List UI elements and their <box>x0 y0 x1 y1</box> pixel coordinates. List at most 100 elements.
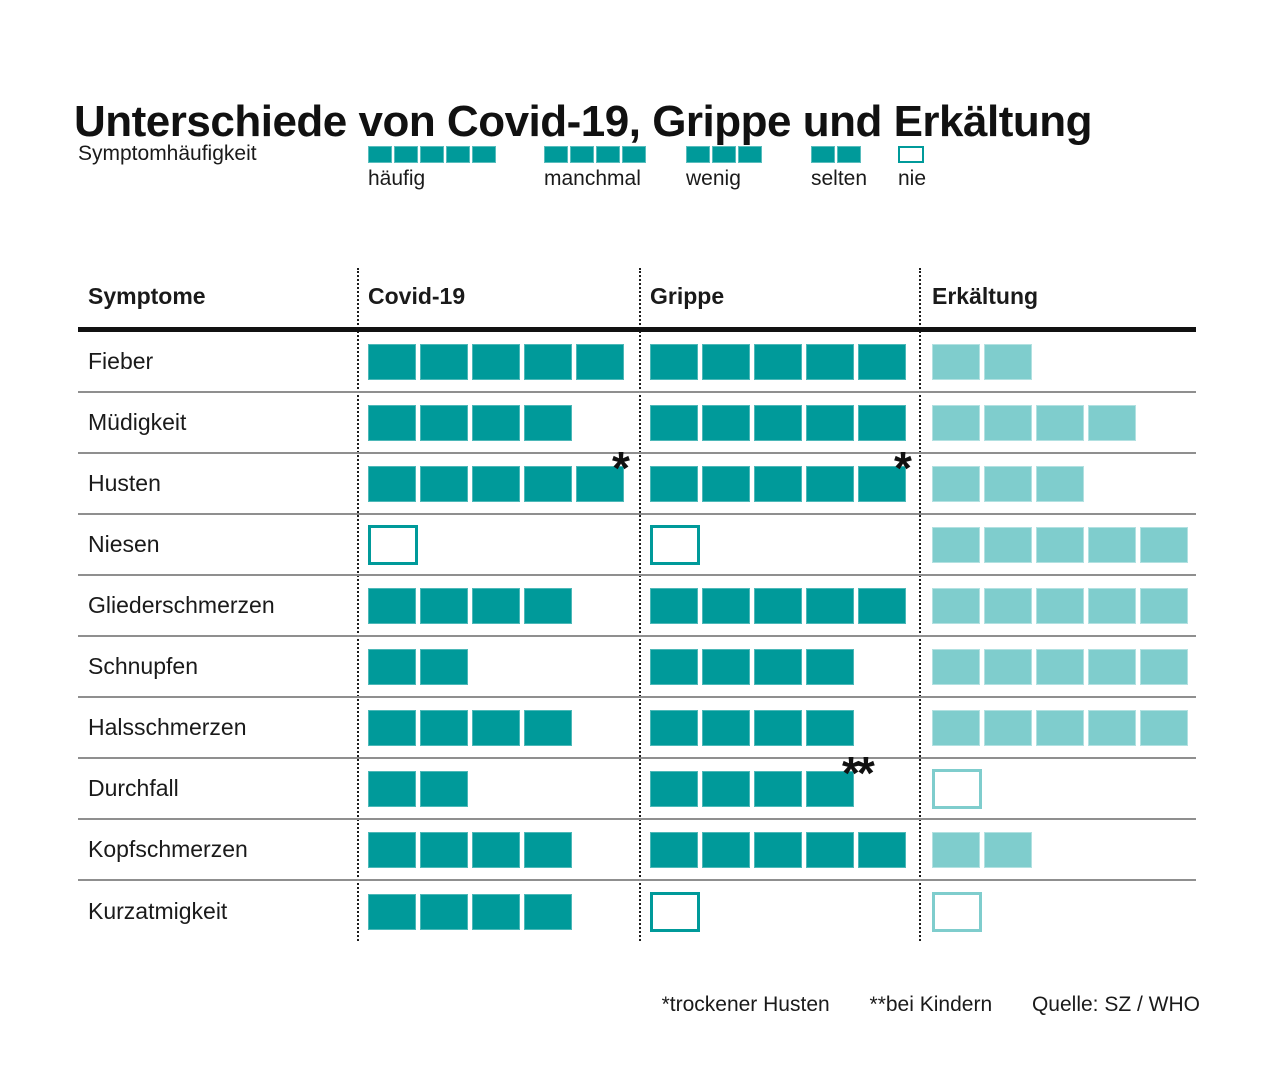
filled-square <box>544 146 568 163</box>
filled-square <box>858 343 906 380</box>
frequency-cell <box>368 759 468 818</box>
symptom-table: Fieber Müdigkeit Husten * * Niesen Gliederschm… <box>78 332 1196 942</box>
filled-square <box>932 709 980 746</box>
filled-square <box>1036 465 1084 502</box>
filled-square <box>650 648 698 685</box>
frequency-cell <box>368 332 624 391</box>
filled-square <box>420 587 468 624</box>
filled-square <box>702 404 750 441</box>
table-row: Durchfall ** <box>78 750 1196 820</box>
filled-square <box>702 709 750 746</box>
filled-square <box>368 343 416 380</box>
frequency-cell <box>932 576 1188 635</box>
footnote-dry-cough: *trockener Husten <box>661 993 830 1016</box>
filled-square <box>984 648 1032 685</box>
filled-square <box>806 465 854 502</box>
filled-square <box>420 404 468 441</box>
filled-square <box>420 465 468 502</box>
filled-square <box>368 831 416 868</box>
filled-square <box>472 465 520 502</box>
filled-square <box>806 831 854 868</box>
filled-square <box>702 831 750 868</box>
symptom-label: Halsschmerzen <box>88 714 247 740</box>
header-underline <box>78 327 1196 332</box>
symptom-label: Schnupfen <box>88 653 198 679</box>
filled-square <box>420 893 468 930</box>
table-row: Halsschmerzen <box>78 698 1196 759</box>
filled-square <box>1140 587 1188 624</box>
column-divider-grippe <box>639 268 641 941</box>
legend-item: häufig <box>368 146 496 191</box>
filled-square <box>806 648 854 685</box>
frequency-cell <box>650 820 906 879</box>
filled-square <box>858 831 906 868</box>
footer: *trockener Husten **bei Kindern Quelle: … <box>78 993 1200 1017</box>
filled-square <box>932 465 980 502</box>
frequency-cell <box>650 698 854 757</box>
filled-square <box>472 146 496 163</box>
filled-square <box>650 709 698 746</box>
filled-square <box>420 343 468 380</box>
filled-square <box>1036 587 1084 624</box>
empty-square <box>898 146 924 163</box>
frequency-cell <box>650 576 906 635</box>
filled-square <box>932 404 980 441</box>
filled-square <box>754 648 802 685</box>
filled-square <box>368 146 392 163</box>
table-row: Gliederschmerzen <box>78 576 1196 637</box>
frequency-cell <box>368 820 572 879</box>
legend-squares <box>544 146 646 163</box>
frequency-cell: * <box>368 445 630 513</box>
filled-square <box>622 146 646 163</box>
filled-square <box>754 343 802 380</box>
filled-square <box>368 893 416 930</box>
filled-square <box>524 893 572 930</box>
filled-square <box>984 587 1032 624</box>
filled-square <box>650 770 698 807</box>
frequency-cell <box>368 393 572 452</box>
filled-square <box>650 465 698 502</box>
empty-square <box>932 891 982 932</box>
table-row: Fieber <box>78 332 1196 393</box>
filled-square <box>1140 709 1188 746</box>
filled-square <box>984 343 1032 380</box>
filled-square <box>472 893 520 930</box>
column-header-erkaeltung: Erkältung <box>932 283 1039 309</box>
frequency-cell <box>932 820 1032 879</box>
filled-square <box>858 465 906 502</box>
filled-square <box>420 709 468 746</box>
frequency-cell <box>932 454 1084 513</box>
legend-squares <box>898 146 926 163</box>
filled-square <box>368 465 416 502</box>
legend-item: manchmal <box>544 146 646 191</box>
legend-item: wenig <box>686 146 762 191</box>
filled-square <box>932 587 980 624</box>
frequency-cell <box>368 515 418 574</box>
filled-square <box>984 526 1032 563</box>
filled-square <box>524 343 572 380</box>
filled-square <box>472 343 520 380</box>
frequency-cell <box>932 881 982 942</box>
symptom-label: Husten <box>88 470 161 496</box>
filled-square <box>712 146 736 163</box>
column-header-grippe: Grippe <box>650 283 725 309</box>
filled-square <box>1140 526 1188 563</box>
filled-square <box>368 648 416 685</box>
column-divider-erkaeltung <box>919 268 921 941</box>
legend-item: nie <box>898 146 926 191</box>
filled-square <box>524 709 572 746</box>
asterisk-note: * <box>894 442 912 494</box>
filled-square <box>702 465 750 502</box>
frequency-cell <box>650 515 700 574</box>
filled-square <box>472 831 520 868</box>
page-title: Unterschiede von Covid-19, Grippe und Er… <box>74 97 1093 147</box>
frequency-cell <box>932 515 1188 574</box>
frequency-cell <box>932 698 1188 757</box>
table-row: Kurzatmigkeit <box>78 881 1196 942</box>
frequency-cell <box>650 637 854 696</box>
filled-square <box>984 831 1032 868</box>
filled-square <box>524 831 572 868</box>
filled-square <box>524 404 572 441</box>
frequency-cell <box>368 698 572 757</box>
filled-square <box>368 587 416 624</box>
